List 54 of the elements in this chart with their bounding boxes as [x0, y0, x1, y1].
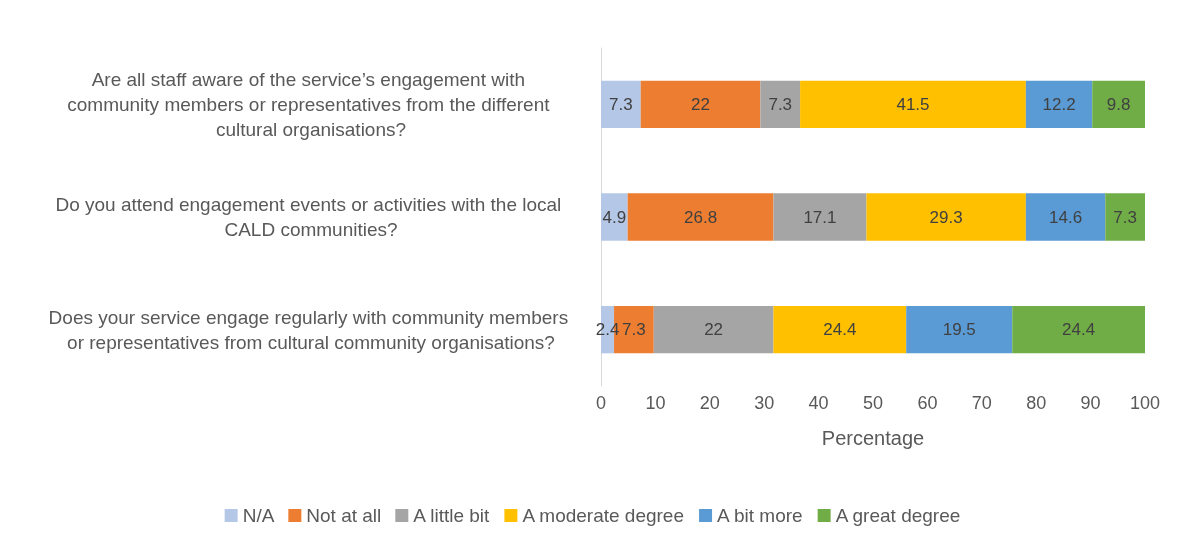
legend-label: A great degree: [835, 505, 961, 526]
bar: [760, 80, 801, 128]
x-tick-label: 10: [645, 393, 666, 413]
x-tick-label: 20: [699, 393, 720, 413]
bar: [773, 193, 867, 241]
data-label: 41.5: [896, 94, 930, 114]
y-tick-label: Do you attend engagement events or activities with the local CALD communities?: [55, 194, 567, 240]
y-tick-label: Are all staff aware of the service’s engagement with community members or representatives from the different cultural organisations?: [67, 68, 555, 140]
bar: [653, 306, 774, 354]
x-tick-label: 100: [1129, 393, 1161, 413]
x-tick-label: 70: [971, 393, 992, 413]
x-tick-label: 90: [1080, 393, 1101, 413]
bar: [1025, 193, 1106, 241]
legend-label: A little bit: [413, 505, 491, 526]
data-label: 24.4: [1062, 320, 1096, 340]
bar: [640, 80, 761, 128]
legend-label: A bit more: [717, 505, 803, 526]
data-label: 24.4: [823, 320, 857, 340]
bar: [601, 193, 628, 241]
legend-label: N/A: [242, 505, 275, 526]
data-label: 29.3: [929, 207, 963, 227]
data-label: 7.3: [1113, 207, 1137, 227]
bar: [866, 193, 1026, 241]
data-label: 7.3: [609, 94, 633, 114]
data-label: 17.1: [803, 207, 837, 227]
data-label: 19.5: [942, 320, 976, 340]
bar: [1025, 80, 1093, 128]
legend-label: A moderate degree: [522, 505, 685, 526]
bar: [1105, 193, 1145, 241]
bar: [627, 193, 774, 241]
bar: [1012, 306, 1145, 354]
data-label: 22: [691, 94, 711, 114]
bar: [800, 80, 1026, 128]
data-label: 7.3: [768, 94, 793, 114]
y-tick-label: Does your service engage regularly with community members or representatives from cultural community organisations?: [48, 306, 574, 353]
x-tick-label: 0: [595, 393, 607, 413]
bar: [1092, 80, 1145, 128]
x-axis-title: Percentage: [821, 427, 925, 449]
legend-label: Not at all: [306, 505, 382, 526]
x-tick-label: 40: [808, 393, 829, 413]
data-label: 26.8: [684, 207, 718, 227]
data-label: 14.6: [1049, 207, 1083, 227]
x-tick-label: 30: [754, 393, 775, 413]
bar: [773, 306, 907, 354]
bar: [601, 80, 641, 128]
data-label: 22: [704, 320, 724, 340]
data-label: 9.8: [1106, 94, 1131, 114]
x-tick-label: 50: [862, 393, 884, 413]
x-tick-label: 60: [917, 393, 938, 413]
bar: [906, 306, 1013, 354]
x-tick-label: 80: [1026, 393, 1047, 413]
data-label: 12.2: [1042, 94, 1076, 114]
data-label: 7.3: [622, 320, 646, 340]
data-label: 4.9: [602, 207, 627, 227]
